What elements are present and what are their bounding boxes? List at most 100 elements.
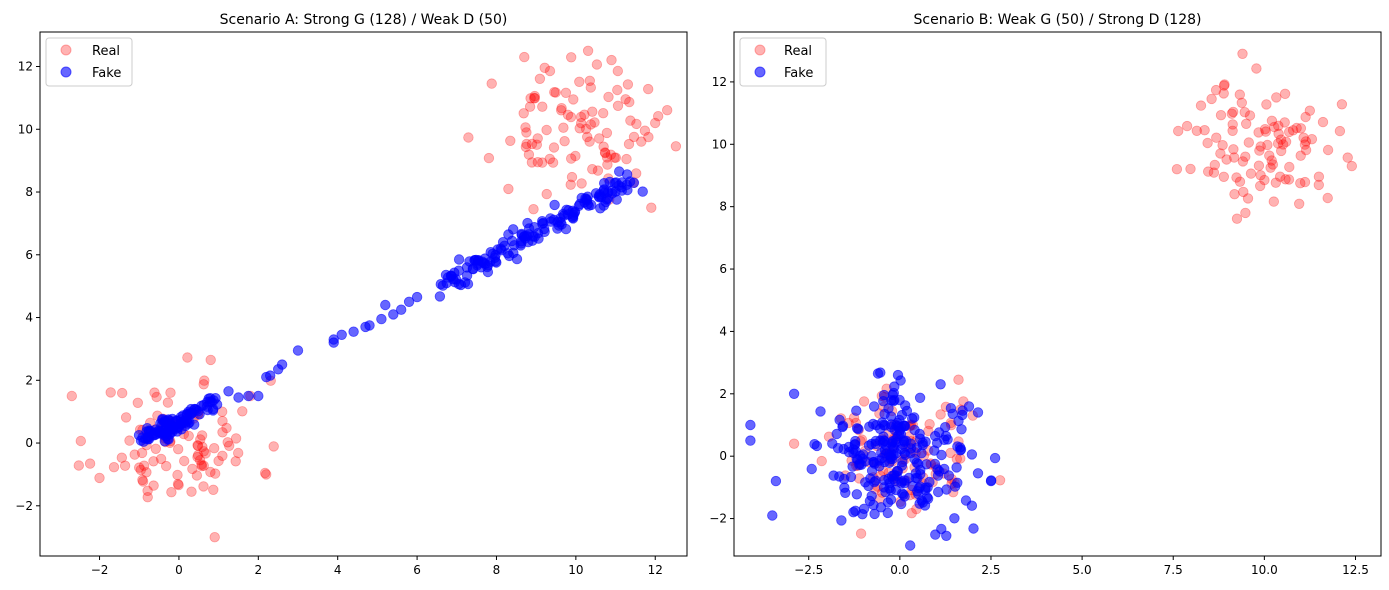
- scenario-a-real-point: [636, 136, 647, 147]
- scenario-b-real-point: [1265, 162, 1276, 173]
- scenario-b-fake-point: [837, 421, 848, 433]
- scenario-b-real-point: [1255, 141, 1266, 152]
- scenario-a-real-point: [628, 131, 640, 143]
- scenario-a-y-tick-label: 4: [25, 311, 33, 325]
- scenario-a-real-point: [505, 135, 516, 147]
- scenario-b-x-axis: −2.5 0.0 2.5 5.0 7.5 10.0 12.5: [794, 556, 1369, 577]
- scenario-a-fake-point: [380, 299, 391, 311]
- scenario-a-real-point: [653, 110, 664, 122]
- scenario-a-real-point: [119, 460, 131, 471]
- scenario-b-fake-point: [910, 472, 922, 484]
- scenario-b-fake-point: [868, 456, 879, 468]
- scenario-a-fake-point: [560, 223, 572, 235]
- scenario-b-real-point: [1227, 125, 1238, 137]
- scenario-b-fake-point: [930, 529, 941, 540]
- scenario-b-fake-point: [892, 369, 904, 381]
- scenario-a-fake-point: [364, 320, 375, 331]
- scenario-b-real-point: [1234, 89, 1246, 100]
- scenario-b-real-point: [1202, 137, 1213, 149]
- scenario-a-real-point: [541, 188, 552, 200]
- scenario-a-x-tick-label: −2: [91, 563, 109, 577]
- scenario-b-fake-point: [966, 500, 978, 511]
- scenario-b-real-point: [1266, 155, 1277, 166]
- scenario-a-fake-point: [628, 177, 640, 189]
- scenario-b-real-point: [1218, 171, 1230, 183]
- scenario-b-x-tick-label: 12.5: [1342, 563, 1369, 577]
- scenario-a-fake-point: [549, 199, 560, 211]
- scenario-b-real-point: [1228, 152, 1240, 163]
- scenario-b-real-point: [1267, 159, 1279, 170]
- scenario-b-fake-point: [858, 503, 870, 515]
- scenario-a-real-point: [116, 387, 128, 399]
- scenario-a-legend: Real Fake: [45, 37, 133, 87]
- scenario-b-fake-point: [892, 417, 903, 429]
- scenario-b-fake-point: [945, 403, 957, 414]
- scenario-a-real-point: [612, 100, 624, 112]
- scenario-a-real-point: [547, 157, 559, 168]
- scenario-b-fake-point: [879, 475, 890, 486]
- scenario-b-real-point: [1306, 133, 1318, 145]
- scenario-a-real-point: [230, 456, 241, 467]
- scenario-b-legend: Real Fake: [739, 37, 827, 87]
- scenario-a-fake-point: [292, 345, 304, 356]
- scenario-b-y-tick-label: 6: [719, 262, 727, 276]
- scenario-b-fake-point: [770, 475, 782, 487]
- scenario-a-real-point: [562, 109, 574, 121]
- scenario-a-x-tick-label: 12: [648, 563, 663, 577]
- scenario-b-real-point: [1199, 124, 1210, 136]
- scenario-b-real-point: [1342, 152, 1353, 163]
- scenario-a-y-tick-label: 12: [18, 60, 33, 74]
- scenario-a-real-point: [584, 136, 595, 147]
- scenario-b-fake-point: [972, 407, 984, 418]
- scenario-b-real-point: [1264, 150, 1275, 161]
- scenario-b-real-point: [1268, 121, 1280, 133]
- scenario-b-real-point: [1221, 154, 1232, 165]
- scenario-b-real-point: [788, 438, 800, 449]
- scenario-a-fake-point: [376, 313, 387, 325]
- scenario-a-real-point: [132, 397, 144, 409]
- scenario-b-real-point: [1195, 100, 1207, 111]
- scenario-a-real-point: [544, 65, 556, 77]
- scenario-b-real-point: [1295, 123, 1307, 134]
- scenario-b-real-point: [953, 374, 964, 385]
- scenario-b-fake-point: [834, 471, 845, 482]
- scenario-b-real-point: [1291, 122, 1302, 134]
- scenario-b-real-point: [1280, 136, 1292, 148]
- scenario-b-real-point: [1273, 120, 1284, 132]
- scenario-a-fake-point: [437, 280, 449, 291]
- scenario-b-fake-point: [954, 442, 966, 453]
- scenario-a-fake-point: [233, 392, 244, 403]
- scenario-a-title: Scenario A: Strong G (128) / Weak D (50): [220, 12, 508, 28]
- scenario-b-real-point: [1238, 186, 1249, 198]
- scenario-b-real-point: [1277, 139, 1289, 150]
- scenario-b-real-point: [1273, 128, 1284, 140]
- scenario-a-fake-point: [567, 212, 578, 223]
- scenario-a-real-point: [138, 460, 150, 471]
- scenario-b-real-point: [1171, 163, 1183, 175]
- scenario-a-fake-point: [461, 270, 473, 281]
- scenario-a-real-point: [520, 122, 531, 133]
- scenario-a-real-point: [135, 464, 147, 476]
- scenario-a-real-point: [209, 468, 221, 479]
- scenario-a-real-point: [205, 466, 216, 478]
- scenario-a-real-point: [196, 430, 208, 441]
- scenario-a-real-point: [631, 168, 642, 179]
- scenario-b-real-point: [1254, 145, 1265, 156]
- scenario-a-real-point: [486, 78, 497, 89]
- scenario-b-fake-point: [882, 507, 894, 519]
- scenario-a-fake-point: [606, 185, 618, 196]
- scenario-a-real-point: [192, 440, 204, 452]
- scenario-a-fake-point: [253, 390, 264, 402]
- scenario-b-real-point: [1287, 125, 1299, 136]
- scenario-a-real-point: [120, 412, 132, 423]
- scenario-a-real-point: [624, 96, 635, 108]
- scenario-a-x-tick-label: 10: [568, 563, 583, 577]
- scenario-b-fake-point: [985, 475, 997, 487]
- scenario-b-real-point: [1284, 161, 1295, 173]
- scenario-a-points: [66, 45, 682, 543]
- scenario-b-real-point: [1275, 145, 1287, 157]
- scenario-a-real-point: [576, 178, 587, 189]
- scenario-b-real-point: [1191, 125, 1203, 137]
- scenario-a-real-point: [155, 453, 167, 465]
